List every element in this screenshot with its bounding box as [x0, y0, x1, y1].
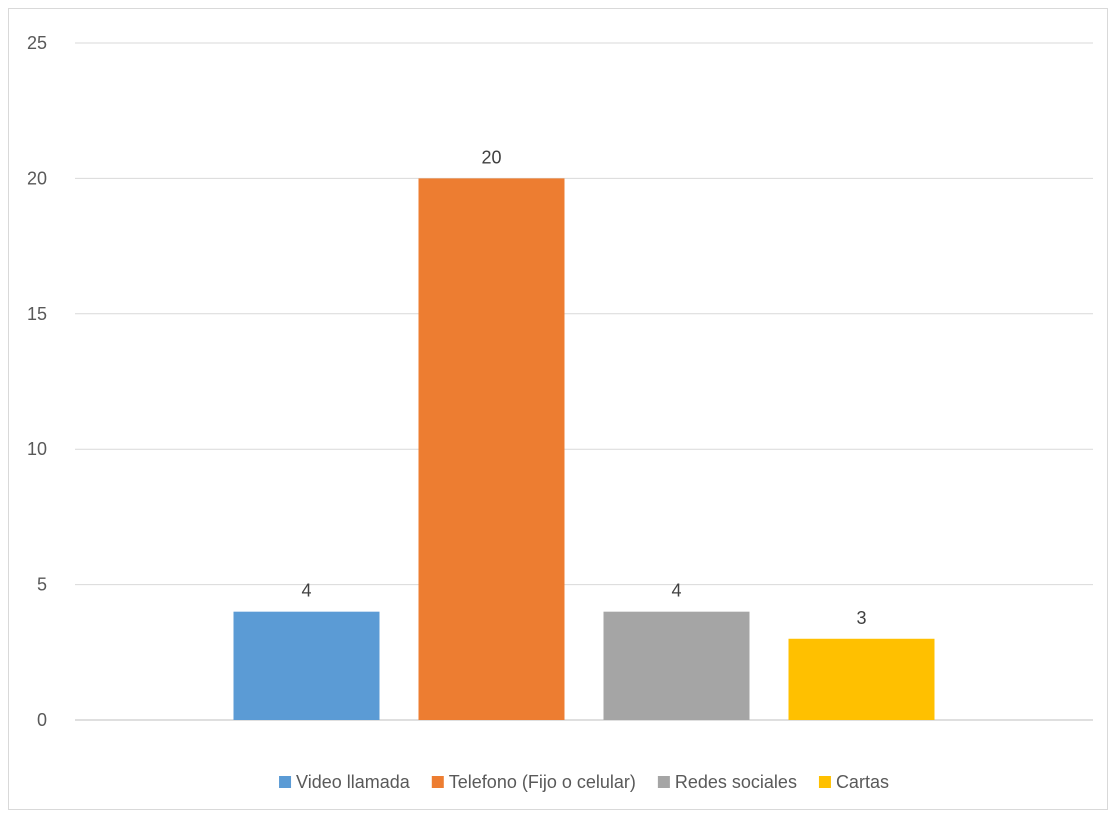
data-label: 4: [671, 581, 681, 601]
legend-label: Cartas: [836, 772, 889, 792]
gridlines: [75, 42, 1093, 721]
bar-redes-sociales: [603, 611, 750, 720]
data-labels: 4 20 4 3: [301, 147, 866, 627]
bar-telefono-fijo-o-celular: [418, 178, 565, 720]
y-tick-label: 0: [37, 710, 47, 730]
data-label: 20: [481, 147, 501, 167]
y-tick-label: 20: [27, 168, 47, 188]
legend-label: Video llamada: [296, 772, 411, 792]
legend-swatch: [657, 776, 670, 788]
y-tick-label: 25: [27, 33, 47, 53]
legend: Video llamada Telefono (Fijo o celular) Re…: [279, 772, 889, 792]
data-label: 4: [301, 581, 311, 601]
legend-label: Redes sociales: [675, 772, 797, 792]
legend-swatch: [431, 776, 444, 788]
y-axis-tick-labels: 0 5 10 15 20 25: [27, 33, 47, 730]
data-label: 3: [856, 608, 866, 628]
legend-swatch: [818, 776, 831, 788]
legend-swatch: [279, 776, 292, 788]
bar-video-llamada: [233, 611, 380, 720]
y-tick-label: 15: [27, 304, 47, 324]
y-tick-label: 5: [37, 575, 47, 595]
y-tick-label: 10: [27, 439, 47, 459]
bar-cartas: [788, 638, 935, 720]
legend-label: Telefono (Fijo o celular): [449, 772, 636, 792]
bars: [233, 178, 935, 720]
